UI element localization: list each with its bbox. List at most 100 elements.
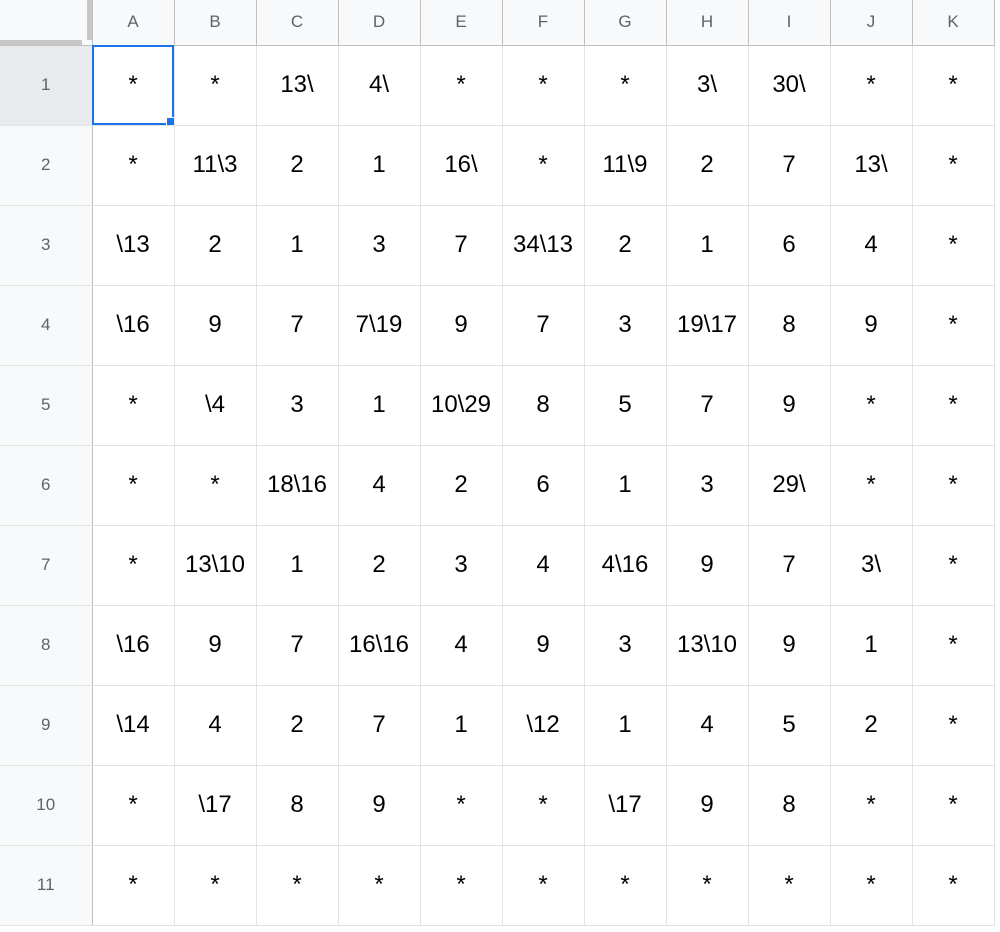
- cell-j9[interactable]: 2: [830, 685, 913, 766]
- cell-f10[interactable]: *: [502, 765, 585, 846]
- cell-e5[interactable]: 10\29: [420, 365, 503, 446]
- cell-e9[interactable]: 1: [420, 685, 503, 766]
- cell-a1[interactable]: *: [92, 45, 175, 126]
- cell-b7[interactable]: 13\10: [174, 525, 257, 606]
- cell-k9[interactable]: *: [912, 685, 995, 766]
- cell-c4[interactable]: 7: [256, 285, 339, 366]
- column-header-i[interactable]: I: [748, 0, 831, 46]
- cell-d11[interactable]: *: [338, 845, 421, 926]
- cell-b2[interactable]: 11\3: [174, 125, 257, 206]
- cell-d3[interactable]: 3: [338, 205, 421, 286]
- cell-k11[interactable]: *: [912, 845, 995, 926]
- cell-f4[interactable]: 7: [502, 285, 585, 366]
- row-header-7[interactable]: 7: [0, 525, 93, 606]
- cell-f5[interactable]: 8: [502, 365, 585, 446]
- cell-h11[interactable]: *: [666, 845, 749, 926]
- cell-d4[interactable]: 7\19: [338, 285, 421, 366]
- cell-d6[interactable]: 4: [338, 445, 421, 526]
- cell-h6[interactable]: 3: [666, 445, 749, 526]
- column-header-g[interactable]: G: [584, 0, 667, 46]
- cell-j10[interactable]: *: [830, 765, 913, 846]
- cell-g4[interactable]: 3: [584, 285, 667, 366]
- cell-e8[interactable]: 4: [420, 605, 503, 686]
- cell-i11[interactable]: *: [748, 845, 831, 926]
- cell-d8[interactable]: 16\16: [338, 605, 421, 686]
- cell-a9[interactable]: \14: [92, 685, 175, 766]
- cell-h5[interactable]: 7: [666, 365, 749, 446]
- cell-h4[interactable]: 19\17: [666, 285, 749, 366]
- cell-j1[interactable]: *: [830, 45, 913, 126]
- cell-f8[interactable]: 9: [502, 605, 585, 686]
- cell-e4[interactable]: 9: [420, 285, 503, 366]
- cell-g7[interactable]: 4\16: [584, 525, 667, 606]
- row-header-5[interactable]: 5: [0, 365, 93, 446]
- cell-b8[interactable]: 9: [174, 605, 257, 686]
- column-header-j[interactable]: J: [830, 0, 913, 46]
- cell-i4[interactable]: 8: [748, 285, 831, 366]
- cell-g8[interactable]: 3: [584, 605, 667, 686]
- cell-k1[interactable]: *: [912, 45, 995, 126]
- column-header-k[interactable]: K: [912, 0, 995, 46]
- cell-a11[interactable]: *: [92, 845, 175, 926]
- cell-g1[interactable]: *: [584, 45, 667, 126]
- cell-f11[interactable]: *: [502, 845, 585, 926]
- cell-c10[interactable]: 8: [256, 765, 339, 846]
- cell-a10[interactable]: *: [92, 765, 175, 846]
- cell-d2[interactable]: 1: [338, 125, 421, 206]
- cell-f3[interactable]: 34\13: [502, 205, 585, 286]
- cell-f7[interactable]: 4: [502, 525, 585, 606]
- column-header-f[interactable]: F: [502, 0, 585, 46]
- row-header-10[interactable]: 10: [0, 765, 93, 846]
- cell-c9[interactable]: 2: [256, 685, 339, 766]
- row-header-11[interactable]: 11: [0, 845, 93, 926]
- cell-i5[interactable]: 9: [748, 365, 831, 446]
- cell-g2[interactable]: 11\9: [584, 125, 667, 206]
- cell-j6[interactable]: *: [830, 445, 913, 526]
- cell-k2[interactable]: *: [912, 125, 995, 206]
- cell-k7[interactable]: *: [912, 525, 995, 606]
- cell-a4[interactable]: \16: [92, 285, 175, 366]
- cell-a6[interactable]: *: [92, 445, 175, 526]
- cell-f2[interactable]: *: [502, 125, 585, 206]
- cell-h2[interactable]: 2: [666, 125, 749, 206]
- column-header-c[interactable]: C: [256, 0, 339, 46]
- cell-j5[interactable]: *: [830, 365, 913, 446]
- cell-k3[interactable]: *: [912, 205, 995, 286]
- cell-c6[interactable]: 18\16: [256, 445, 339, 526]
- cell-f6[interactable]: 6: [502, 445, 585, 526]
- cell-h10[interactable]: 9: [666, 765, 749, 846]
- cell-e7[interactable]: 3: [420, 525, 503, 606]
- cell-c7[interactable]: 1: [256, 525, 339, 606]
- cell-h3[interactable]: 1: [666, 205, 749, 286]
- cell-e1[interactable]: *: [420, 45, 503, 126]
- cell-a8[interactable]: \16: [92, 605, 175, 686]
- cell-j7[interactable]: 3\: [830, 525, 913, 606]
- cell-e6[interactable]: 2: [420, 445, 503, 526]
- cell-k8[interactable]: *: [912, 605, 995, 686]
- cell-f1[interactable]: *: [502, 45, 585, 126]
- row-header-9[interactable]: 9: [0, 685, 93, 766]
- cell-b9[interactable]: 4: [174, 685, 257, 766]
- select-all-corner[interactable]: [0, 0, 93, 46]
- cell-a7[interactable]: *: [92, 525, 175, 606]
- cell-k10[interactable]: *: [912, 765, 995, 846]
- cell-c11[interactable]: *: [256, 845, 339, 926]
- cell-f9[interactable]: \12: [502, 685, 585, 766]
- column-header-e[interactable]: E: [420, 0, 503, 46]
- cell-g3[interactable]: 2: [584, 205, 667, 286]
- cell-d5[interactable]: 1: [338, 365, 421, 446]
- row-header-4[interactable]: 4: [0, 285, 93, 366]
- cell-i1[interactable]: 30\: [748, 45, 831, 126]
- cell-b11[interactable]: *: [174, 845, 257, 926]
- cell-i9[interactable]: 5: [748, 685, 831, 766]
- cell-h1[interactable]: 3\: [666, 45, 749, 126]
- cell-a2[interactable]: *: [92, 125, 175, 206]
- cell-d9[interactable]: 7: [338, 685, 421, 766]
- cell-i10[interactable]: 8: [748, 765, 831, 846]
- cell-h7[interactable]: 9: [666, 525, 749, 606]
- cell-e3[interactable]: 7: [420, 205, 503, 286]
- cell-b10[interactable]: \17: [174, 765, 257, 846]
- cell-h9[interactable]: 4: [666, 685, 749, 766]
- cell-c5[interactable]: 3: [256, 365, 339, 446]
- cell-g9[interactable]: 1: [584, 685, 667, 766]
